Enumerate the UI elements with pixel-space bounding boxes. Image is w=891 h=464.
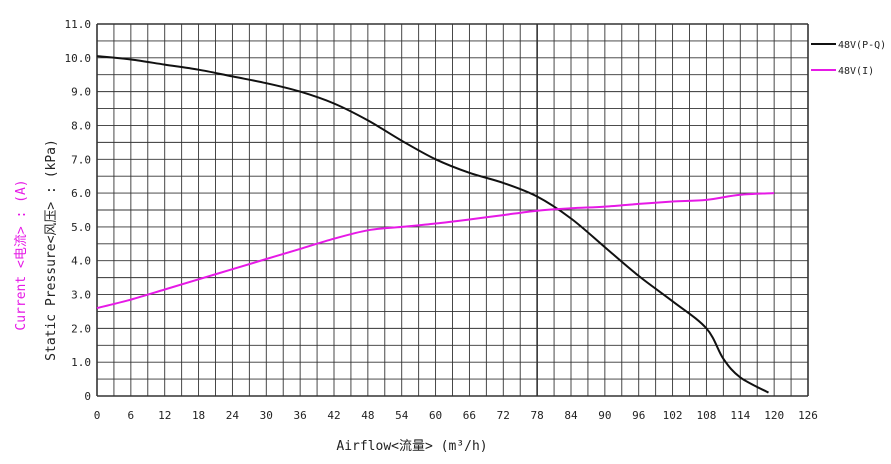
y-tick-label: 2.0 <box>71 322 91 335</box>
x-tick-label: 120 <box>764 409 784 422</box>
series-lines <box>96 55 775 394</box>
legend-label: 48V(I) <box>838 66 874 77</box>
x-tick-label: 108 <box>696 409 716 422</box>
y-tick-label: 6.0 <box>71 187 91 200</box>
x-tick-label: 12 <box>158 409 171 422</box>
y-tick-label: 10.0 <box>65 52 92 65</box>
x-tick-label: 78 <box>531 409 544 422</box>
x-tick-label: 126 <box>798 409 818 422</box>
y-tick-label: 5.0 <box>71 221 91 234</box>
y-tick-label: 8.0 <box>71 119 91 132</box>
x-tick-label: 0 <box>94 409 101 422</box>
x-tick-label: 42 <box>327 409 340 422</box>
series-line <box>96 192 775 310</box>
x-tick-label: 84 <box>564 409 578 422</box>
x-tick-label: 6 <box>128 409 135 422</box>
series-line <box>96 55 769 394</box>
y-tick-label: 11.0 <box>65 18 92 31</box>
grid <box>96 23 809 397</box>
x-tick-labels: 0 6 12 18 24 30 36 42 48 54 60 66 72 78 84 90 96 102 108 11… <box>94 409 818 422</box>
y-tick-label: 0 <box>84 390 91 403</box>
y-axis-title-current: Current <电流> : (A) <box>14 179 29 330</box>
x-tick-label: 36 <box>294 409 307 422</box>
y-axis-title-pressure: Static Pressure<风压> : (kPa) <box>44 139 59 361</box>
y-tick-label: 9.0 <box>71 86 91 99</box>
x-axis-title: Airflow<流量> (m³/h) <box>336 439 487 454</box>
x-tick-label: 96 <box>632 409 645 422</box>
x-tick-label: 48 <box>361 409 374 422</box>
x-tick-label: 54 <box>395 409 409 422</box>
x-tick-label: 72 <box>497 409 510 422</box>
legend: 48V(P-Q) 48V(I) <box>811 40 886 77</box>
y-tick-label: 7.0 <box>71 153 91 166</box>
x-tick-label: 102 <box>663 409 683 422</box>
x-tick-label: 90 <box>598 409 611 422</box>
y-tick-label: 1.0 <box>71 356 91 369</box>
x-tick-label: 60 <box>429 409 442 422</box>
legend-label: 48V(P-Q) <box>838 40 886 51</box>
x-tick-label: 24 <box>226 409 240 422</box>
x-tick-label: 114 <box>730 409 750 422</box>
y-tick-labels: 0 1.0 2.0 3.0 4.0 5.0 6.0 7.0 8.0 9.0 10.0 11.0 <box>65 18 92 403</box>
x-tick-label: 66 <box>463 409 476 422</box>
x-tick-label: 30 <box>260 409 273 422</box>
y-tick-label: 3.0 <box>71 289 91 302</box>
x-tick-label: 18 <box>192 409 205 422</box>
y-tick-label: 4.0 <box>71 255 91 268</box>
